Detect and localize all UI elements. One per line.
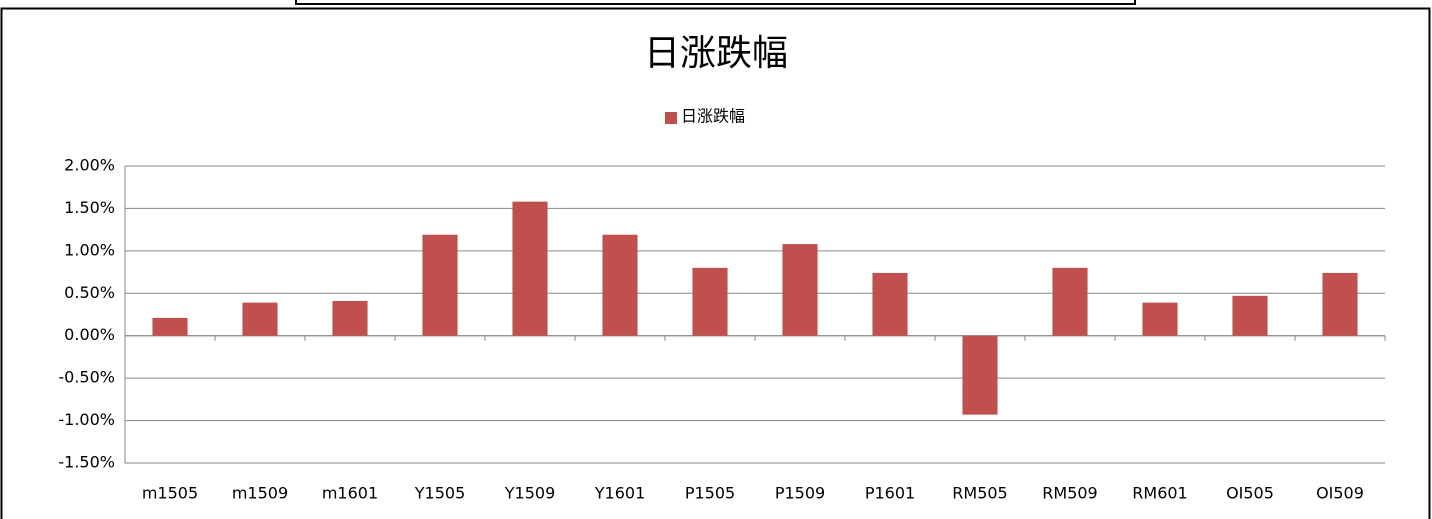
frame-top [295, 0, 1136, 5]
bar [152, 317, 188, 336]
bar [422, 234, 458, 336]
x-tick-label: OI505 [1226, 484, 1274, 503]
x-tick-label: Y1601 [594, 484, 646, 503]
x-tick-label: RM601 [1132, 484, 1187, 503]
chart-border [0, 7, 1431, 519]
bar [1052, 267, 1088, 336]
bar [512, 201, 548, 336]
bar [782, 244, 818, 336]
bar [1322, 272, 1358, 336]
bar [602, 234, 638, 336]
y-tick-label: 2.00% [64, 156, 115, 175]
bar [692, 267, 728, 336]
bar [1142, 302, 1178, 336]
x-tick-label: m1505 [142, 484, 198, 503]
legend-label: 日涨跌幅 [681, 107, 745, 126]
bar [242, 302, 278, 336]
x-tick-label: P1505 [685, 484, 735, 503]
x-tick-label: RM509 [1042, 484, 1097, 503]
bar [872, 272, 908, 336]
bar [1232, 295, 1268, 336]
chart-title: 日涨跌幅 [644, 33, 788, 74]
x-tick-label: Y1509 [504, 484, 556, 503]
y-tick-label: 0.50% [64, 283, 115, 302]
y-tick-label: -0.50% [58, 368, 115, 387]
x-tick-label: P1601 [865, 484, 915, 503]
x-tick-label: P1509 [775, 484, 825, 503]
x-tick-label: m1509 [232, 484, 288, 503]
x-tick-label: m1601 [322, 484, 378, 503]
x-tick-label: RM505 [952, 484, 1007, 503]
x-tick-label: Y1505 [414, 484, 466, 503]
x-tick-label: OI509 [1316, 484, 1364, 503]
y-tick-label: 1.00% [64, 240, 115, 259]
bar [962, 335, 998, 415]
legend-swatch [665, 112, 677, 124]
bar [332, 300, 368, 336]
y-tick-label: 1.50% [64, 198, 115, 217]
y-tick-label: 0.00% [64, 325, 115, 344]
y-tick-label: -1.50% [58, 453, 115, 472]
y-tick-label: -1.00% [58, 410, 115, 429]
